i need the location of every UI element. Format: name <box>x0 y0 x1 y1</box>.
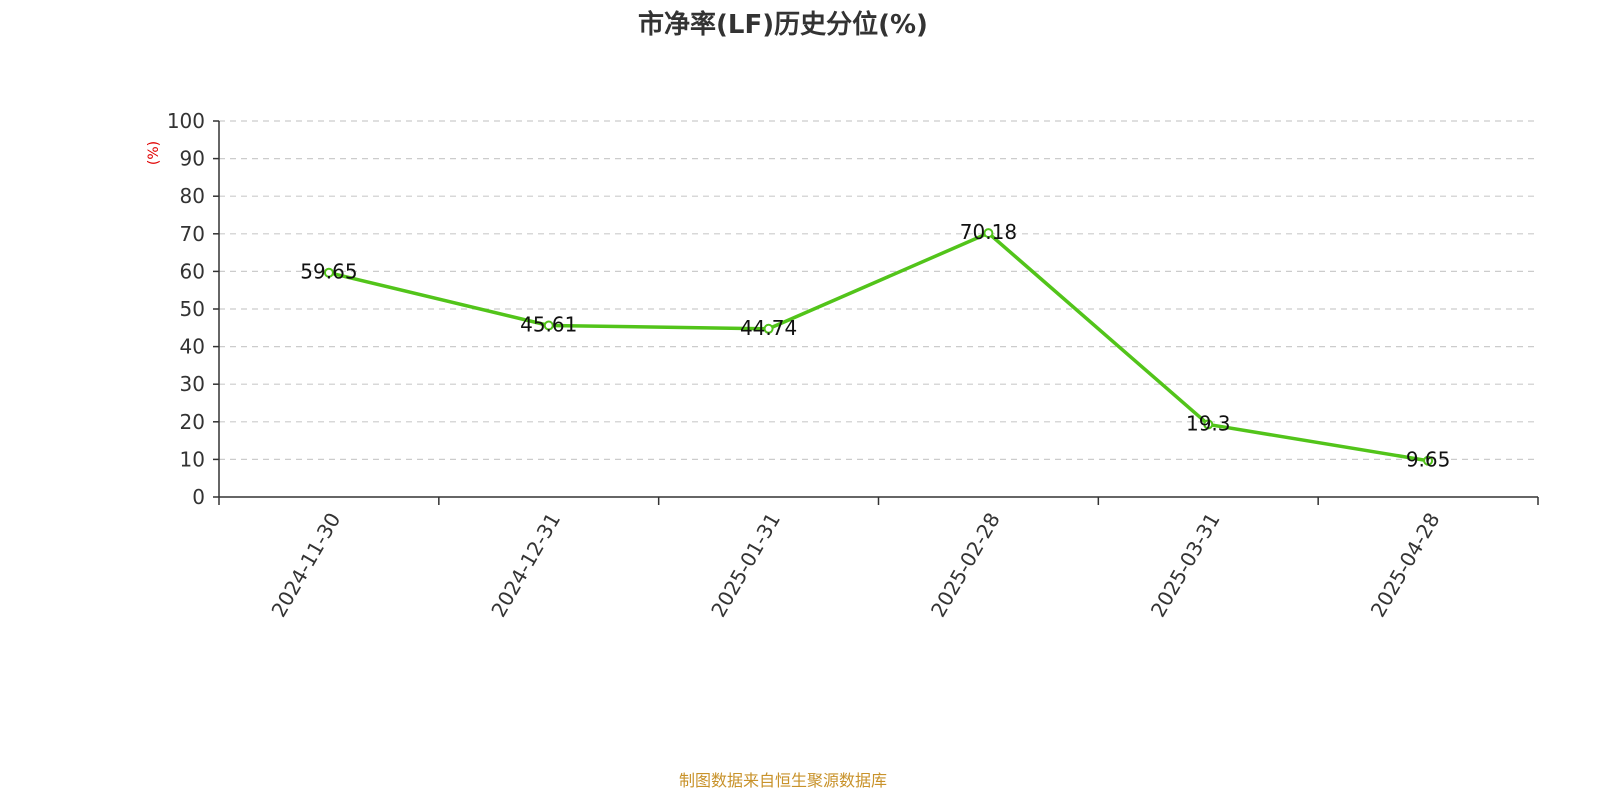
y-tick-label: 10 <box>180 447 205 471</box>
series-line <box>327 231 1430 463</box>
x-axis-tick-labels: 2024-11-30 2024-12-31 2025-01-31 2025-02-28… <box>266 509 1444 622</box>
y-axis-tick-labels: 0 10 20 30 40 50 60 70 80 90 100 <box>167 109 205 509</box>
data-label: 9.65 <box>1406 448 1451 472</box>
x-tick-label: 2024-12-31 <box>486 509 565 622</box>
data-label: 44.74 <box>740 316 797 340</box>
x-tick-label: 2025-02-28 <box>926 509 1005 622</box>
data-labels: 59.65 45.61 44.74 70.18 19.3 9.65 <box>300 220 1450 472</box>
source-footer: 制图数据来自恒生聚源数据库 <box>679 771 887 790</box>
data-point <box>1203 419 1214 430</box>
y-tick-label: 60 <box>180 259 205 283</box>
data-label: 70.18 <box>960 220 1017 244</box>
grid-lines <box>219 120 1538 460</box>
axes <box>213 120 1539 505</box>
y-tick-label: 80 <box>180 184 205 208</box>
data-point <box>323 267 334 278</box>
data-label: 59.65 <box>300 260 357 284</box>
data-point <box>543 320 554 331</box>
x-tick-label: 2025-01-31 <box>706 509 785 622</box>
data-point <box>1423 455 1434 466</box>
x-tick-label: 2024-11-30 <box>266 509 345 622</box>
y-tick-label: 50 <box>180 297 205 321</box>
y-axis-unit-label: (%) <box>146 141 162 165</box>
y-tick-label: 30 <box>180 372 205 396</box>
y-tick-label: 70 <box>180 222 205 246</box>
y-tick-label: 0 <box>192 485 205 509</box>
x-tick-label: 2025-03-31 <box>1146 509 1225 622</box>
data-label: 19.3 <box>1186 411 1231 435</box>
series-line-group <box>323 228 1434 466</box>
y-tick-label: 20 <box>180 410 205 434</box>
y-tick-label: 90 <box>180 147 205 171</box>
data-point <box>983 228 994 239</box>
x-tick-label: 2025-04-28 <box>1366 509 1445 622</box>
data-label: 45.61 <box>520 313 577 337</box>
chart-title: 市净率(LF)历史分位(%) <box>638 9 928 40</box>
y-tick-label: 100 <box>167 109 205 133</box>
y-tick-label: 40 <box>180 335 205 359</box>
data-point <box>763 323 774 334</box>
